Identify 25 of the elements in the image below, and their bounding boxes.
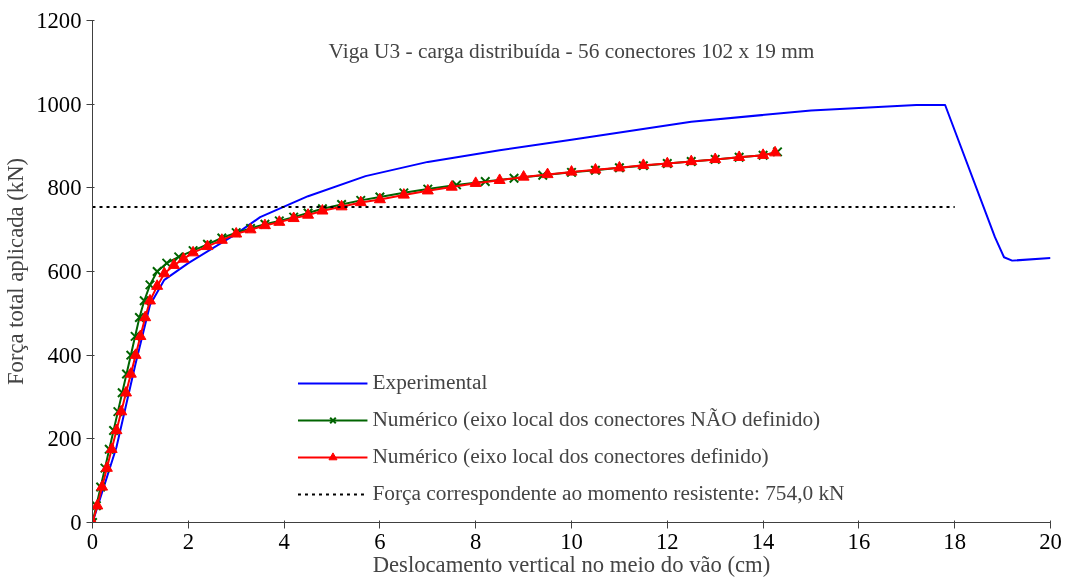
x-tick-label: 20 <box>1039 528 1062 554</box>
y-tick-label: 0 <box>70 510 82 535</box>
x-tick-label: 14 <box>751 528 775 554</box>
x-tick-label: 6 <box>374 528 386 554</box>
y-tick-label: 200 <box>47 426 82 452</box>
x-tick-label: 2 <box>182 528 194 554</box>
x-tick-label: 8 <box>470 528 482 554</box>
x-tick-label: 12 <box>655 528 679 554</box>
x-tick-label: 16 <box>847 528 871 554</box>
x-tick-label: 0 <box>86 528 99 554</box>
x-tick-label: 18 <box>943 528 967 554</box>
y-tick-label: 1200 <box>36 8 82 33</box>
y-axis-title: Força total aplicada (kN) <box>3 157 29 386</box>
x-tick-label: 10 <box>560 528 583 554</box>
x-axis-title: Deslocamento vertical no meio do vão (cm) <box>372 551 771 577</box>
y-tick-label: 1000 <box>36 91 82 117</box>
legend-label: Numérico (eixo local dos conectores definido) <box>372 444 769 469</box>
x-tick-label: 4 <box>278 528 290 554</box>
y-tick-label: 400 <box>47 342 82 368</box>
legend-label: Numérico (eixo local dos conectores NÃO definido) <box>372 407 821 432</box>
text: Viga U3 - carga distribuída - 56 conectores 102 x 19 mm <box>328 38 815 63</box>
legend-label: Experimental <box>372 370 488 395</box>
y-tick-label: 600 <box>47 259 82 284</box>
legend-label: Força correspondente ao momento resistente: 754,0 kN <box>372 481 845 506</box>
y-tick-label: 800 <box>47 175 82 201</box>
